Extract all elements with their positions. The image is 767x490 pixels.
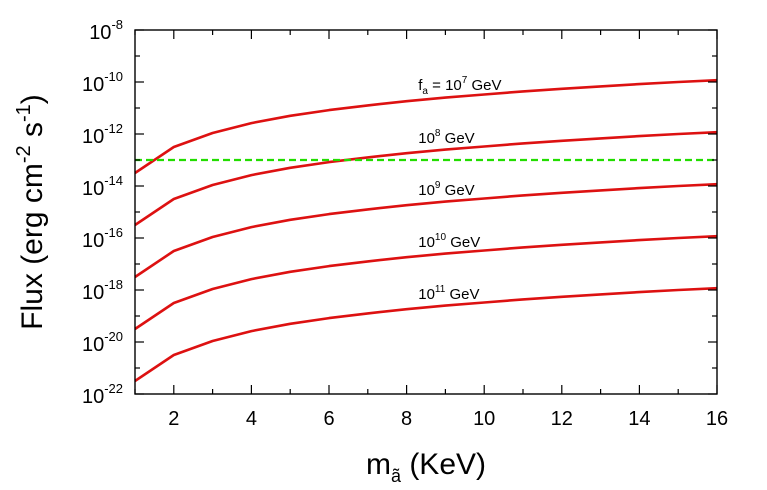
x-tick-label: 6 — [323, 408, 334, 430]
x-tick-label: 2 — [168, 408, 179, 430]
y-tick-label: 10-22 — [82, 381, 123, 408]
x-tick-label: 10 — [473, 408, 495, 430]
x-tick-label: 8 — [401, 408, 412, 430]
y-tick-label: 10-8 — [89, 17, 123, 44]
series-line-1 — [134, 78, 718, 175]
y-tick-label: 10-16 — [82, 225, 123, 252]
curves-layer — [134, 78, 718, 383]
y-tick-label: 10-14 — [82, 173, 123, 200]
series-line-5 — [134, 286, 718, 383]
x-tick-label: 4 — [246, 408, 257, 430]
y-axis-title: Flux (erg cm-2 s-1) — [13, 94, 49, 330]
x-tick-label: 14 — [628, 408, 650, 430]
series-line-2 — [134, 130, 718, 227]
series-label-3: 109 GeV — [418, 180, 474, 199]
ticks-layer — [134, 29, 718, 395]
y-tick-label: 10-12 — [82, 121, 123, 148]
labels-layer: 2 4 6 8 10 12 14 16 10-8 10-10 10-12 10-14 10-16 10-1… — [13, 17, 728, 486]
y-tick-label: 10-20 — [82, 329, 123, 356]
series-label-2: 108 GeV — [418, 128, 474, 147]
series-label-5: 1011 GeV — [418, 284, 479, 303]
x-axis-title: mã (KeV) — [366, 448, 486, 486]
series-line-3 — [134, 182, 718, 279]
series-label-1: fa = 107 GeV — [418, 75, 501, 97]
series-line-4 — [134, 234, 718, 331]
y-tick-label: 10-18 — [82, 277, 123, 304]
series-label-4: 1010 GeV — [418, 232, 480, 251]
x-tick-label: 12 — [551, 408, 573, 430]
y-tick-label: 10-10 — [82, 69, 123, 96]
x-tick-label: 16 — [706, 408, 728, 430]
